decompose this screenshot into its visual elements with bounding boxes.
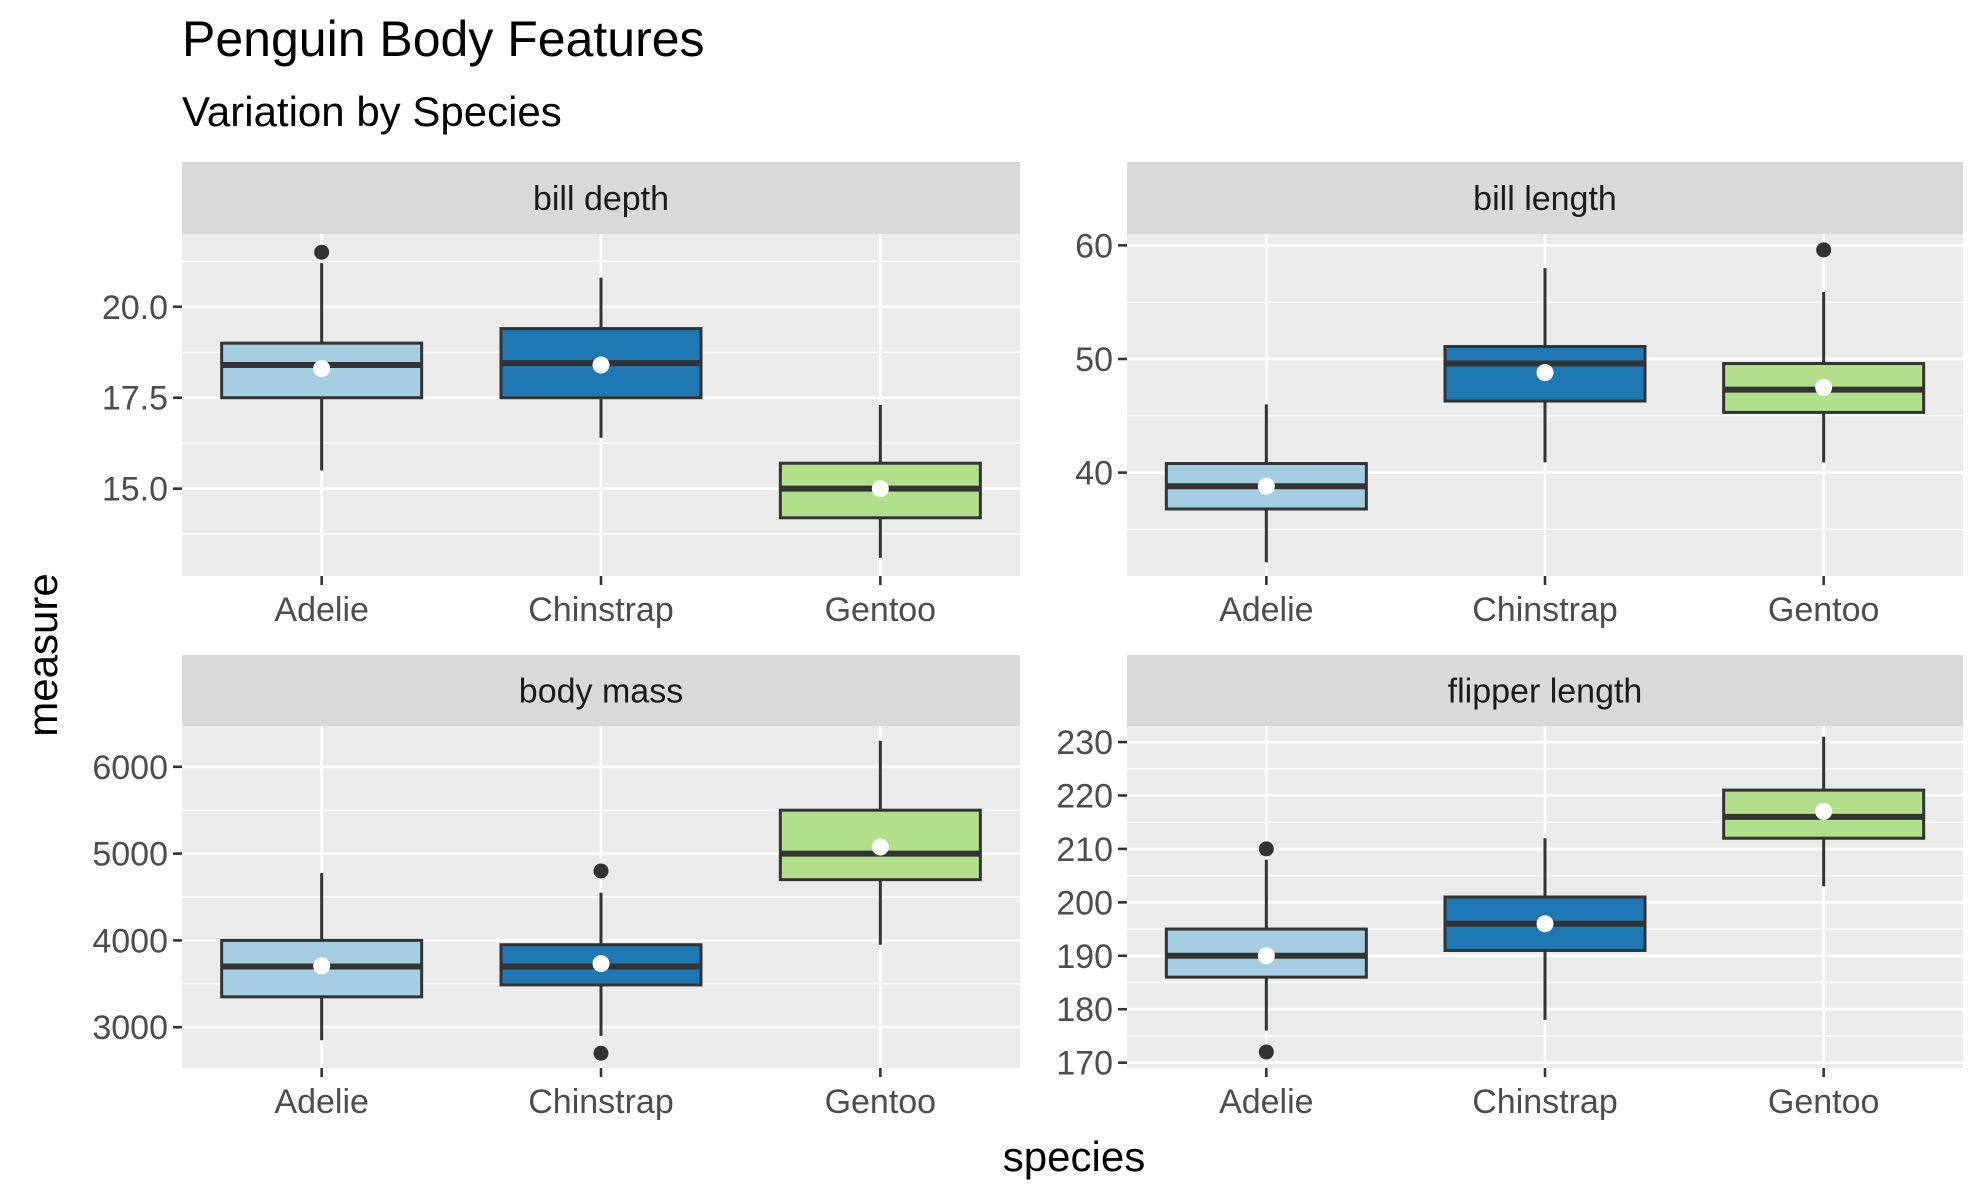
x-tick-label: Chinstrap <box>528 1083 674 1121</box>
y-tick-label: 200 <box>1056 884 1113 922</box>
mean-point <box>313 360 331 378</box>
facet-strip-label: bill length <box>1473 180 1617 218</box>
x-tick-label: Gentoo <box>1768 1083 1880 1121</box>
outlier-point <box>593 863 609 879</box>
y-tick-label: 60 <box>1075 227 1113 265</box>
x-tick-label: Gentoo <box>1768 591 1880 629</box>
x-tick-label: Chinstrap <box>1472 1083 1618 1121</box>
y-tick-label: 230 <box>1056 724 1113 762</box>
chart-title: Penguin Body Features <box>182 11 705 67</box>
mean-point <box>1536 364 1554 382</box>
mean-point <box>1257 477 1275 495</box>
outlier-point <box>1816 242 1832 258</box>
y-tick-label: 15.0 <box>102 471 168 509</box>
facet-strip-label: bill depth <box>533 180 669 218</box>
y-tick-label: 3000 <box>92 1009 168 1047</box>
y-tick-label: 50 <box>1075 341 1113 379</box>
outlier-point <box>314 244 330 260</box>
y-tick-label: 220 <box>1056 777 1113 815</box>
x-tick-label: Adelie <box>274 591 369 629</box>
y-tick-label: 5000 <box>92 836 168 874</box>
x-tick-label: Gentoo <box>825 1083 937 1121</box>
facet-strip <box>182 655 1020 726</box>
x-tick-label: Adelie <box>274 1083 369 1121</box>
y-tick-label: 40 <box>1075 455 1113 493</box>
mean-point <box>871 480 889 498</box>
y-tick-label: 4000 <box>92 922 168 960</box>
mean-point <box>871 838 889 856</box>
x-axis-label: species <box>1002 1133 1146 1180</box>
facet-strip <box>1127 162 1963 234</box>
x-tick-label: Chinstrap <box>528 591 674 629</box>
outlier-point <box>1258 841 1274 857</box>
facet-strip <box>182 162 1020 234</box>
y-tick-label: 190 <box>1056 938 1113 976</box>
x-tick-label: Adelie <box>1219 1083 1314 1121</box>
chart-subtitle: Variation by Species <box>182 88 562 135</box>
facet-strip <box>1127 655 1963 726</box>
x-tick-label: Chinstrap <box>1472 591 1618 629</box>
facet-strip-label: flipper length <box>1448 673 1643 711</box>
mean-point <box>1815 378 1833 396</box>
x-tick-label: Adelie <box>1219 591 1314 629</box>
y-tick-label: 6000 <box>92 749 168 787</box>
outlier-point <box>593 1045 609 1061</box>
y-tick-label: 20.0 <box>102 289 168 327</box>
mean-point <box>592 356 610 374</box>
mean-point <box>1257 947 1275 965</box>
x-tick-label: Gentoo <box>825 591 937 629</box>
y-tick-label: 17.5 <box>102 380 168 418</box>
mean-point <box>592 955 610 973</box>
mean-point <box>1536 915 1554 933</box>
y-tick-label: 210 <box>1056 831 1113 869</box>
facet-strip-label: body mass <box>519 673 683 711</box>
y-tick-label: 170 <box>1056 1045 1113 1083</box>
outlier-point <box>1258 1044 1274 1060</box>
mean-point <box>313 957 331 975</box>
mean-point <box>1815 803 1833 820</box>
y-tick-label: 180 <box>1056 991 1113 1029</box>
